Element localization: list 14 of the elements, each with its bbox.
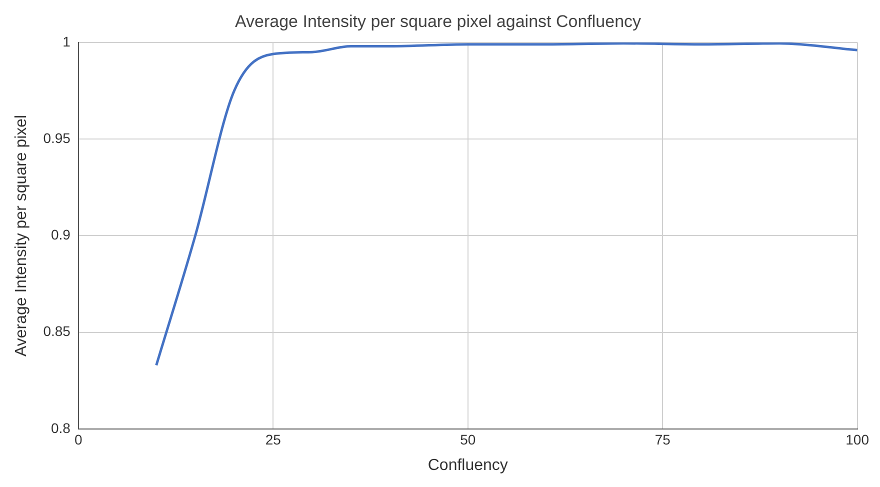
x-tick-label: 100 [846,431,870,448]
x-tick-label: 25 [265,431,282,448]
y-tick-label: 0.8 [50,420,71,436]
x-tick-label: 75 [654,431,671,448]
y-axis-title: Average Intensity per square pixel [13,114,30,357]
y-tick-label: 0.9 [50,226,71,243]
x-axis-title: Confluency [428,456,508,474]
line-series [155,42,858,366]
y-tick-label: 0.85 [43,323,71,340]
chart-title: Average Intensity per square pixel against Confluency [234,12,642,31]
x-tick-label: 50 [460,431,476,448]
x-tick-label: 0 [74,431,83,448]
y-tick-label: 1 [62,33,71,50]
y-tick-label: 0.95 [43,130,71,146]
